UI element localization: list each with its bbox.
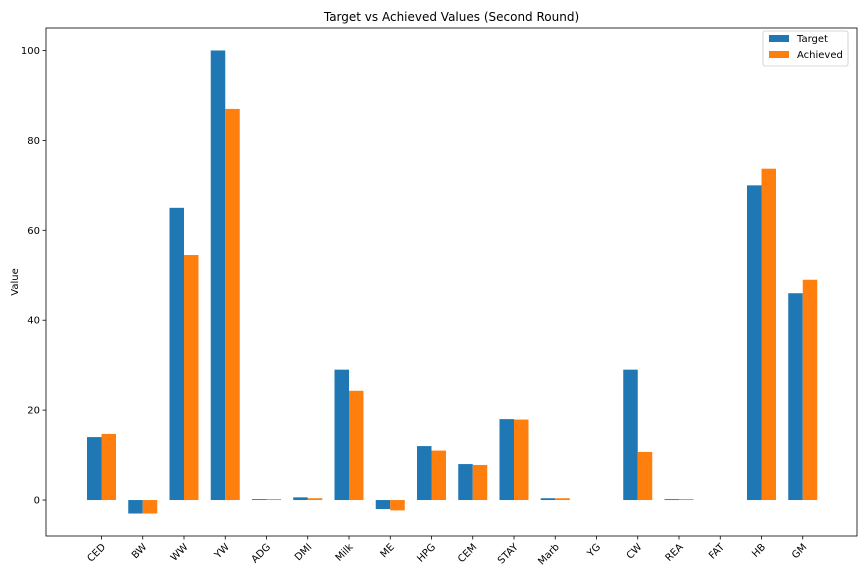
ticks-layer: 0 20 40 60 80 100 CED BW WW YW ADG DMI Milk ME HPG CEM S…: [21, 46, 809, 568]
bar-achieved-hb: [761, 168, 776, 501]
bar-target-ced: [87, 437, 102, 501]
legend: Target Achieved: [762, 30, 849, 67]
plot-frame: [45, 27, 858, 537]
y-tick-label: 0: [34, 496, 40, 507]
bar-achieved-adg: [266, 499, 281, 501]
chart-title: Target vs Achieved Values (Second Round): [323, 10, 579, 24]
bar-target-cem: [458, 464, 473, 501]
bar-achieved-marb: [555, 498, 570, 501]
y-tick-label: 40: [27, 316, 40, 327]
bar-target-dmi: [293, 497, 308, 501]
x-tick-label-me: ME: [379, 542, 397, 560]
bar-achieved-me: [390, 500, 405, 511]
legend-label-target: Target: [796, 34, 828, 45]
bar-achieved-cw: [637, 451, 653, 501]
legend-swatch-target: [769, 35, 789, 42]
bar-target-stay: [499, 419, 514, 501]
bar-target-me: [375, 500, 391, 510]
bar-achieved-yw: [225, 108, 240, 501]
bar-target-milk: [334, 369, 349, 501]
bar-achieved-milk: [349, 390, 364, 501]
bar-achieved-cem: [472, 464, 488, 501]
x-tick-label-rea: REA: [664, 542, 686, 564]
x-tick-label-fat: FAT: [707, 541, 727, 561]
legend-label-achieved: Achieved: [797, 50, 843, 61]
y-tick-label: 60: [27, 226, 40, 237]
bar-target-hpg: [417, 446, 432, 501]
bar-target-bw: [128, 500, 143, 514]
bar-achieved-rea: [679, 499, 694, 501]
legend-swatch-achieved: [769, 51, 789, 58]
x-tick-label-yg: YG: [585, 542, 603, 560]
y-tick-label: 80: [27, 136, 40, 147]
x-tick-label-milk: Milk: [334, 542, 356, 564]
bar-target-cw: [623, 369, 638, 501]
bar-target-gm: [788, 293, 803, 501]
bar-target-rea: [664, 499, 679, 501]
y-axis-label: Value: [10, 268, 21, 295]
x-tick-label-hb: HB: [750, 542, 768, 560]
y-tick-label: 20: [27, 406, 40, 417]
x-tick-label-dmi: DMI: [293, 542, 314, 563]
x-tick-label-cw: CW: [625, 542, 645, 562]
bars-layer: [87, 50, 818, 514]
bar-achieved-ced: [101, 433, 116, 501]
bar-target-hb: [747, 185, 762, 501]
bar-achieved-hpg: [431, 450, 446, 501]
x-tick-label-yw: YW: [212, 542, 232, 562]
x-tick-label-gm: GM: [790, 542, 809, 561]
bar-achieved-ww: [184, 255, 199, 501]
x-tick-label-cem: CEM: [456, 542, 479, 565]
x-tick-label-bw: BW: [130, 542, 149, 561]
bar-achieved-bw: [142, 500, 158, 514]
bar-target-marb: [540, 498, 556, 501]
x-tick-label-ww: WW: [169, 542, 191, 564]
bar-achieved-stay: [514, 419, 529, 501]
x-tick-label-adg: ADG: [250, 542, 274, 566]
y-tick-label: 100: [21, 46, 40, 57]
bar-achieved-gm: [802, 279, 818, 501]
bar-achieved-dmi: [307, 498, 323, 501]
x-tick-label-hpg: HPG: [415, 542, 438, 565]
x-tick-label-marb: Marb: [536, 542, 562, 568]
bar-target-ww: [169, 207, 184, 501]
x-tick-label-ced: CED: [86, 542, 109, 565]
bar-target-adg: [252, 499, 267, 501]
x-tick-label-stay: STAY: [496, 541, 521, 566]
bar-target-yw: [210, 50, 226, 501]
